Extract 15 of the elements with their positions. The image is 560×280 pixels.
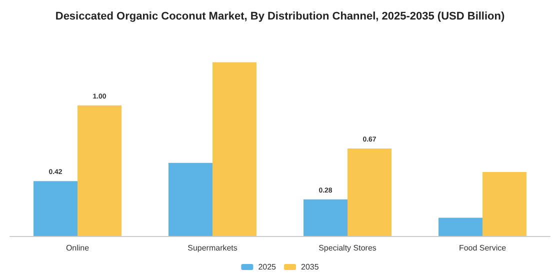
legend-label: 2025	[258, 262, 277, 272]
x-tick-label: Food Service	[458, 244, 507, 252]
legend-label: 2035	[301, 262, 320, 272]
bar	[78, 105, 122, 236]
chart-title: Desiccated Organic Coconut Market, By Distribution Channel, 2025-2035 (USD Billion)	[55, 10, 505, 22]
bar	[482, 172, 526, 236]
bar	[438, 218, 482, 236]
x-tick-label: Specialty Stores	[318, 244, 376, 252]
bar	[304, 199, 348, 236]
bar	[168, 162, 212, 236]
bar	[348, 148, 392, 236]
x-tick-label: Supermarkets	[188, 244, 238, 252]
bar	[212, 62, 256, 236]
bar	[34, 181, 78, 236]
x-tick-label: Online	[66, 244, 90, 252]
